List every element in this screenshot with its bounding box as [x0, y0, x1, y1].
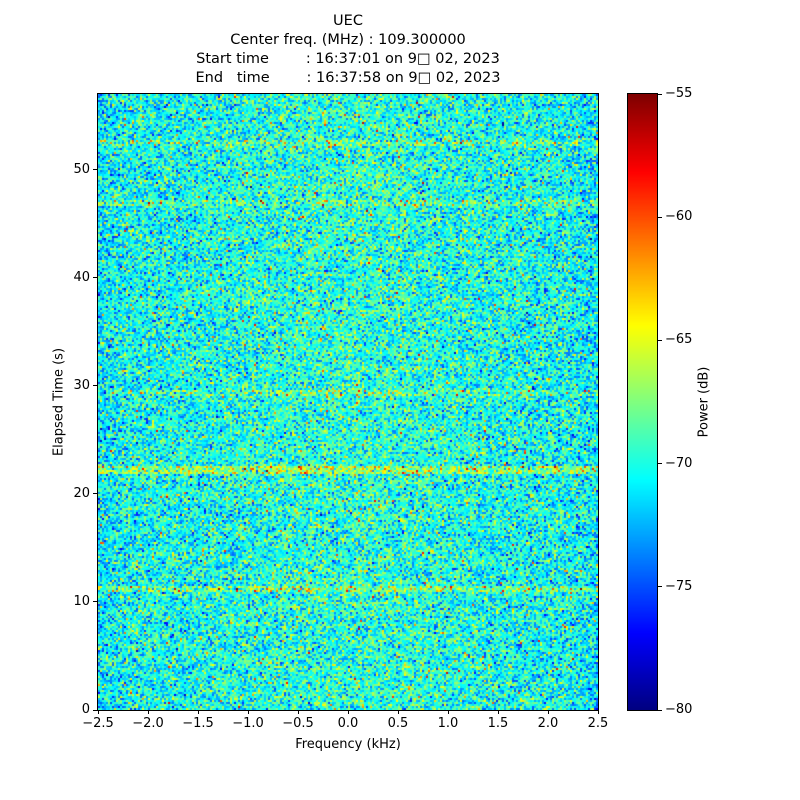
- x-tick-label: 2.5: [587, 716, 609, 731]
- colorbar-tick-mark: [658, 339, 662, 341]
- y-tick-mark: [93, 709, 97, 711]
- colorbar-tick-label: −75: [665, 578, 693, 594]
- colorbar-tick-label: −70: [665, 455, 693, 471]
- end-time-line: End time : 16:37:58 on 9□ 02, 2023: [195, 70, 501, 86]
- colorbar-canvas: [628, 94, 657, 710]
- spectrogram-plot-area: [97, 93, 599, 711]
- start-time-line: Start time : 16:37:01 on 9□ 02, 2023: [196, 51, 500, 67]
- colorbar-tick-label: −65: [665, 332, 693, 348]
- colorbar-tick-mark: [658, 463, 662, 465]
- center-freq-line: Center freq. (MHz) : 109.300000: [230, 32, 466, 48]
- colorbar-tick-label: −55: [665, 86, 693, 101]
- colorbar-tick-mark: [658, 216, 662, 218]
- colorbar-label: Power (dB): [696, 366, 712, 438]
- colorbar-tick-label: −80: [665, 702, 693, 717]
- x-tick-label: 0.5: [387, 716, 409, 731]
- x-tick-mark: [147, 710, 149, 714]
- colorbar: [627, 93, 658, 711]
- x-tick-label: −1.0: [232, 716, 264, 731]
- y-tick-label: 40: [73, 269, 90, 285]
- x-tick-mark: [247, 710, 249, 714]
- x-tick-label: −0.5: [282, 716, 314, 731]
- plot-title: UEC: [333, 13, 363, 29]
- x-tick-label: 2.0: [537, 716, 559, 731]
- spectrogram-heatmap-canvas: [98, 94, 598, 710]
- x-tick-mark: [97, 710, 99, 714]
- y-tick-label: 0: [81, 702, 90, 717]
- x-tick-label: −2.5: [82, 716, 114, 731]
- x-tick-label: −2.0: [132, 716, 164, 731]
- y-tick-mark: [93, 277, 97, 279]
- y-tick-mark: [93, 601, 97, 603]
- x-tick-mark: [197, 710, 199, 714]
- y-tick-mark: [93, 169, 97, 171]
- colorbar-tick-mark: [658, 586, 662, 588]
- x-tick-mark: [497, 710, 499, 714]
- y-tick-mark: [93, 493, 97, 495]
- y-axis-label: Elapsed Time (s): [51, 347, 67, 457]
- colorbar-tick-label: −60: [665, 209, 693, 225]
- y-tick-label: 30: [73, 377, 90, 393]
- y-tick-label: 50: [73, 161, 90, 177]
- x-axis-label: Frequency (kHz): [295, 737, 401, 752]
- x-tick-mark: [447, 710, 449, 714]
- y-tick-label: 10: [73, 593, 90, 609]
- x-tick-mark: [347, 710, 349, 714]
- y-tick-mark: [93, 385, 97, 387]
- x-tick-mark: [397, 710, 399, 714]
- colorbar-tick-mark: [658, 709, 662, 711]
- x-tick-label: 0.0: [337, 716, 359, 731]
- figure-header: UEC Center freq. (MHz) : 109.300000 Star…: [98, 12, 598, 88]
- x-tick-mark: [297, 710, 299, 714]
- x-tick-mark: [547, 710, 549, 714]
- colorbar-tick-mark: [658, 93, 662, 95]
- x-tick-mark: [597, 710, 599, 714]
- x-tick-label: 1.0: [437, 716, 459, 731]
- x-tick-label: 1.5: [487, 716, 509, 731]
- y-tick-label: 20: [73, 485, 90, 501]
- x-tick-label: −1.5: [182, 716, 214, 731]
